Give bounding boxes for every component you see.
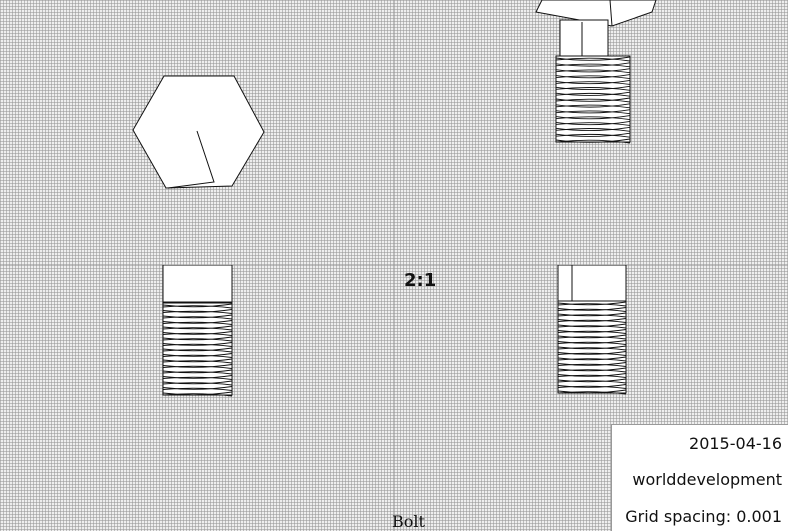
thread-coil [555,138,631,144]
thread-coil [557,384,627,389]
thread-coil [557,367,627,373]
thread-coil [555,132,631,138]
thread-coil [555,109,631,115]
thread-coil [557,345,627,351]
thread-coil [555,120,631,126]
thread-coil [162,325,233,331]
title-block: 2015-04-16 worlddevelopment Grid spacing… [611,424,788,531]
thread-coil [557,373,627,378]
thread-coil [162,369,233,375]
scale-label: 2:1 [404,270,437,291]
thread-coil [162,309,233,314]
thread-coil [557,318,627,323]
side-view-viewport[interactable] [394,265,788,531]
thread-coil [557,329,627,334]
thread-coils-side [557,300,627,395]
thread-coil [162,353,233,358]
thread-coil [162,331,233,336]
shank-front [162,265,233,303]
thread-coil [555,103,631,109]
thread-coil [162,320,233,325]
thread-coil [557,356,627,362]
thread-coils-iso [555,55,631,144]
thread-coil [162,375,233,380]
hex-head-top-view [132,75,265,189]
thread-coil [555,74,631,80]
thread-coil [555,68,631,74]
thread-coil [162,342,233,347]
grid-spacing: Grid spacing: 0.001 [625,507,782,526]
thread-coil [557,362,627,367]
thread-coil [162,303,233,309]
side-view-bolt [557,265,627,395]
thread-coil [162,364,233,369]
top-view-viewport[interactable] [0,0,394,265]
thread-coil [555,97,631,103]
thread-coil [162,358,233,364]
thread-coil [162,380,233,386]
thread-coil [557,378,627,384]
thread-coil [162,347,233,353]
thread-coil [557,312,627,318]
front-view-bolt [162,265,233,397]
thread-coil [555,56,631,62]
thread-coil [555,62,631,68]
thread-coil [555,91,631,97]
thread-coil [555,115,631,121]
front-view-viewport[interactable] [0,265,394,531]
bolt-head-edge [609,0,613,27]
bolt-head-iso [535,0,657,27]
thread-coil [557,389,627,395]
drawing-date: 2015-04-16 [689,434,782,453]
thread-coils-front [162,302,233,397]
thread-coil [557,301,627,307]
hex-head-edge [167,130,215,189]
isometric-bolt [535,0,657,144]
thread-coil [557,340,627,345]
thread-coil [557,351,627,356]
thread-coil [162,336,233,342]
thread-coil [162,314,233,320]
thread-coil [162,386,233,391]
thread-coil [557,323,627,329]
drawing-author: worlddevelopment [632,470,782,489]
thread-coil [555,79,631,85]
shank-side [557,265,627,303]
thread-coil [162,391,233,397]
thread-coil [555,126,631,132]
thread-coil [557,334,627,340]
thread-coil [555,85,631,91]
thread-coil [557,307,627,312]
drawing-title: Bolt [392,512,425,531]
hex-head-outline [132,75,265,189]
isometric-viewport[interactable] [394,0,788,265]
